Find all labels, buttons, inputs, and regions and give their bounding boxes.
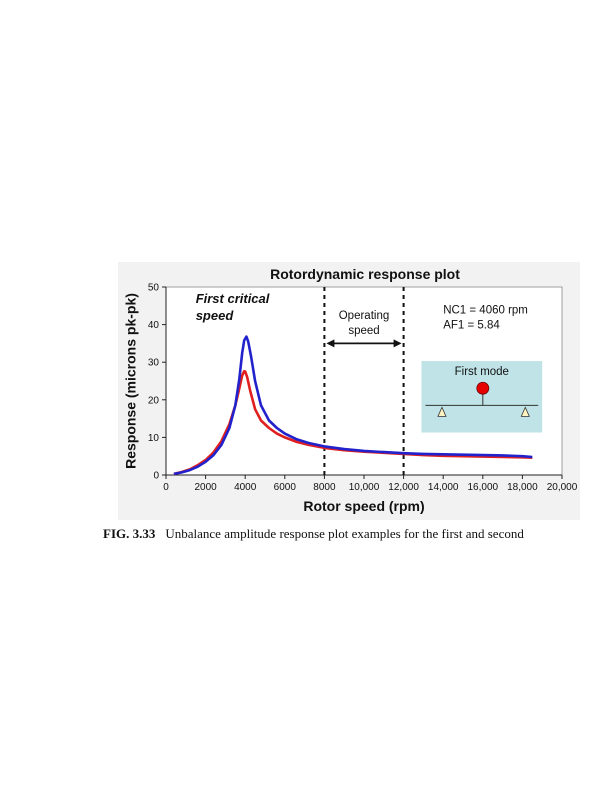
x-tick-label: 4000 <box>234 482 257 493</box>
rotordynamic-chart: Rotordynamic response plot First critica… <box>123 266 578 514</box>
arrow-left-head-icon <box>326 339 335 348</box>
operating-speed-label-line1: Operating <box>339 310 390 322</box>
caption-text: Unbalance amplitude response plot exampl… <box>165 526 524 541</box>
x-tick-label: 6000 <box>274 482 297 493</box>
nc1-annotation: NC1 = 4060 rpm <box>443 304 528 316</box>
inset-background <box>421 361 543 433</box>
y-tick-label: 50 <box>148 283 160 294</box>
x-axis-label: Rotor speed (rpm) <box>303 498 424 514</box>
y-tick-label: 40 <box>148 320 160 331</box>
figure-number: FIG. 3.33 <box>103 526 156 541</box>
first-critical-label-line1: First critical <box>196 291 270 306</box>
af1-annotation: AF1 = 5.84 <box>443 319 500 331</box>
x-tick-label: 16,000 <box>468 482 499 493</box>
arrow-right-head-icon <box>393 339 402 348</box>
left-bearing-icon <box>437 406 447 417</box>
x-tick-label: 0 <box>163 482 169 493</box>
x-tick-label: 12,000 <box>388 482 419 493</box>
x-tick-label: 18,000 <box>507 482 538 493</box>
series-line-1 <box>173 369 533 476</box>
y-axis-label: Response (microns pk-pk) <box>123 293 139 469</box>
x-tick-label: 2000 <box>194 482 217 493</box>
series-line-2 <box>173 335 533 476</box>
right-bearing-icon <box>520 406 530 417</box>
y-tick-label: 30 <box>148 358 160 369</box>
x-tick-label: 14,000 <box>428 482 459 493</box>
y-tick-label: 0 <box>153 471 159 482</box>
x-tick-label: 8000 <box>313 482 336 493</box>
first-critical-label-line2: speed <box>196 308 235 323</box>
first-mode-inset: First mode <box>421 361 543 433</box>
tick-marks <box>162 286 563 479</box>
y-tick-label: 20 <box>148 395 160 406</box>
inset-title: First mode <box>455 366 509 378</box>
figure-caption: FIG. 3.33 Unbalance amplitude response pl… <box>103 526 583 542</box>
chart-title: Rotordynamic response plot <box>270 266 460 282</box>
operating-range-arrow <box>326 339 402 348</box>
x-tick-label: 10,000 <box>349 482 380 493</box>
response-series <box>173 335 533 476</box>
figure-panel: Rotordynamic response plot First critica… <box>118 262 580 520</box>
y-tick-label: 10 <box>148 433 160 444</box>
rotor-mass-icon <box>476 381 490 395</box>
x-tick-label: 20,000 <box>547 482 578 493</box>
operating-speed-label-line2: speed <box>348 325 379 337</box>
